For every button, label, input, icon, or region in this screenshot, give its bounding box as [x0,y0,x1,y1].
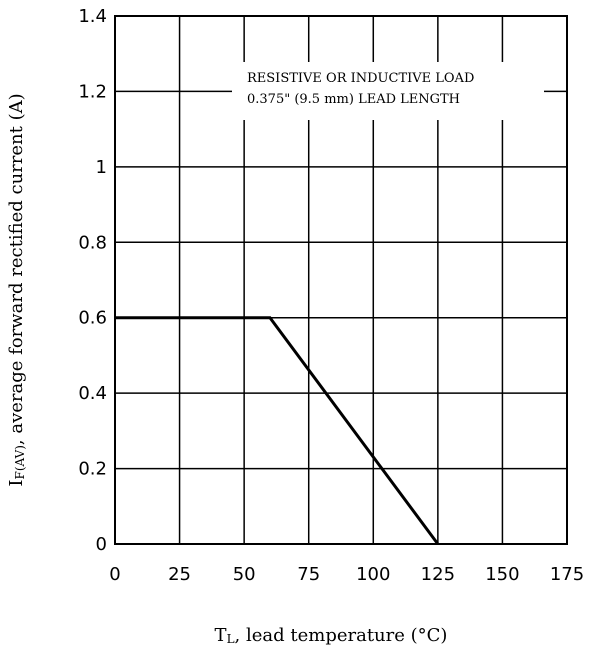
x-tick-label: 100 [356,564,390,585]
x-tick-labels: 0 25 50 75 100 125 150 175 [109,564,584,585]
annotation-line-1: RESISTIVE OR INDUCTIVE LOAD [247,71,474,86]
y-tick-label: 1 [96,157,107,178]
x-tick-label: 75 [297,564,320,585]
y-axis-title-symbol: I [6,480,27,487]
y-axis-title: IF(AV), average forward rectified curren… [6,93,27,486]
y-tick-label: 0.6 [78,308,107,329]
x-axis-title-symbol: T [215,625,227,646]
x-tick-label: 50 [233,564,256,585]
y-tick-label: 0 [96,534,107,555]
series-line [115,316,440,545]
y-tick-label: 0.2 [78,459,107,480]
x-tick-label: 150 [485,564,519,585]
x-axis-title-subscript: L [227,632,235,646]
series [115,316,440,545]
x-axis-title-text: , lead temperature (°C) [235,625,448,646]
annotation-box: RESISTIVE OR INDUCTIVE LOAD 0.375" (9.5 … [232,62,544,120]
x-tick-label: 25 [168,564,191,585]
annotation-background [232,62,544,120]
y-tick-label: 1.4 [78,6,107,27]
plot-frame [114,15,568,545]
y-tick-labels: 0 0.2 0.4 0.6 0.8 1 1.2 1.4 [78,6,107,555]
y-tick-label: 0.8 [78,232,107,253]
y-tick-label: 0.4 [78,383,107,404]
y-axis-title-text: , average forward rectified current (A) [6,93,27,445]
y-axis-title-subscript: F(AV) [13,445,27,479]
annotation-line-2: 0.375" (9.5 mm) LEAD LENGTH [247,92,460,107]
y-tick-label: 1.2 [78,81,107,102]
x-axis-title: TL, lead temperature (°C) [215,625,448,646]
x-tick-label: 125 [421,564,455,585]
x-tick-label: 0 [109,564,120,585]
x-tick-label: 175 [550,564,584,585]
